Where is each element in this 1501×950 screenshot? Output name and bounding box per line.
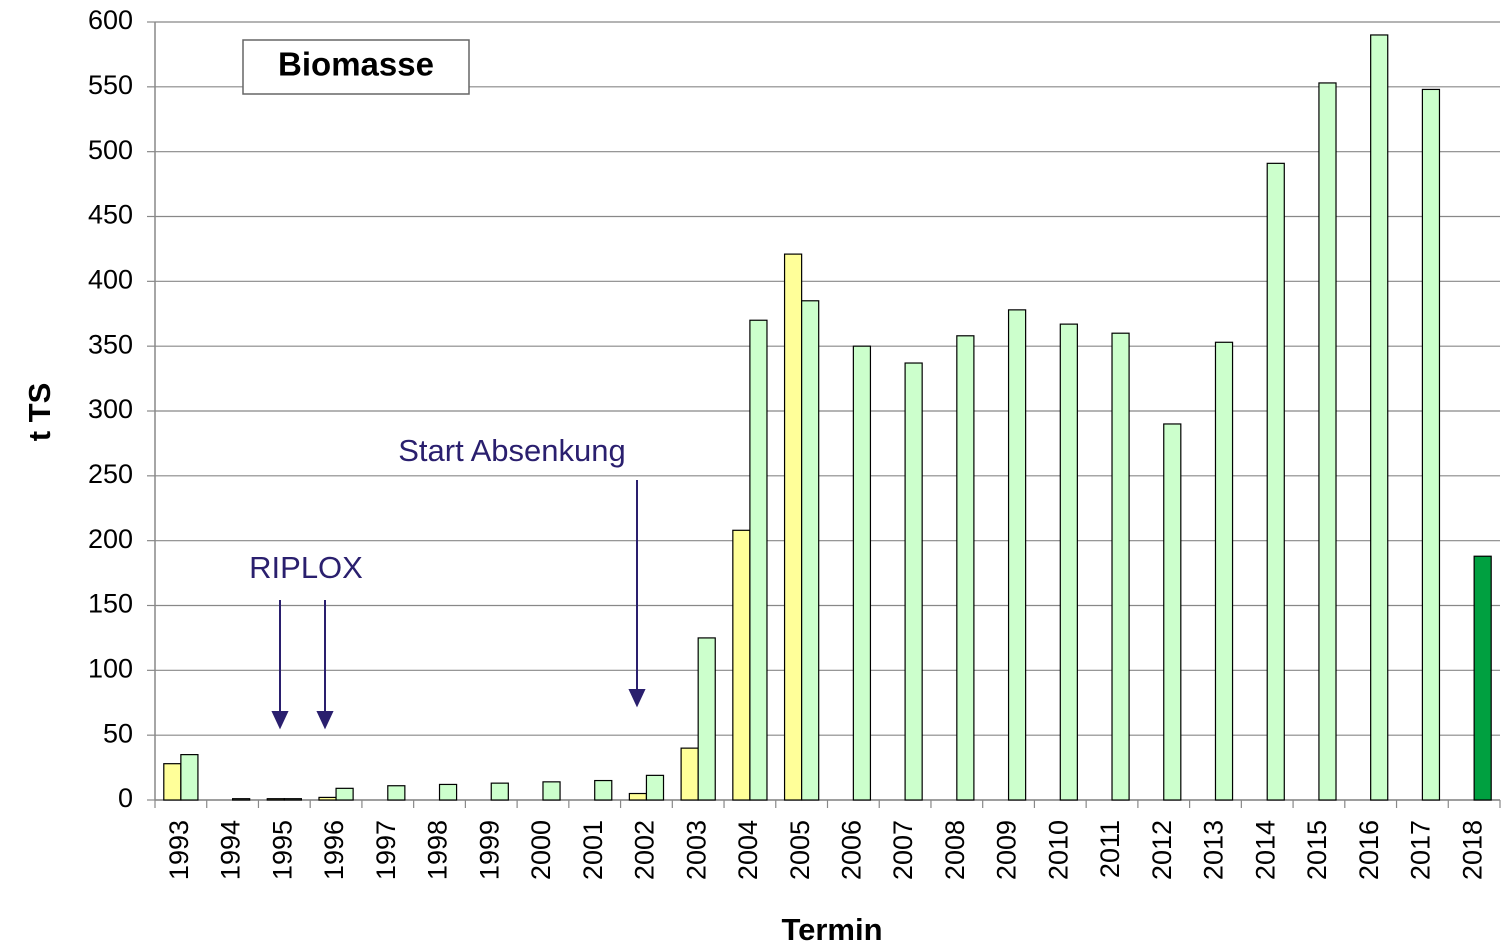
bar xyxy=(542,781,561,801)
arrows xyxy=(271,480,646,730)
x-tick-label: 2005 xyxy=(785,820,815,880)
bar xyxy=(1266,162,1285,801)
arrow-head xyxy=(316,711,334,730)
y-tick-label: 450 xyxy=(88,200,133,230)
bar xyxy=(956,335,975,801)
x-tick-label: 1996 xyxy=(319,820,349,880)
y-tick-label: 550 xyxy=(88,70,133,100)
y-tick-label: 350 xyxy=(88,329,133,359)
y-tick-label: 0 xyxy=(118,783,133,813)
x-tick-label: 2000 xyxy=(526,820,556,880)
arrow-head xyxy=(271,711,289,730)
x-tick-label: 2001 xyxy=(578,820,608,880)
bar xyxy=(783,253,803,801)
bar xyxy=(904,362,923,801)
x-tick-label: 2017 xyxy=(1406,820,1436,880)
chart-title: Biomasse xyxy=(278,46,434,83)
x-tick-label: 2012 xyxy=(1147,820,1177,880)
bar xyxy=(1370,34,1389,801)
bar xyxy=(318,796,337,801)
title-box xyxy=(242,39,470,95)
x-tick-label: 1993 xyxy=(164,820,194,880)
x-tick-label: 2004 xyxy=(733,820,763,880)
bar xyxy=(438,783,458,801)
x-tick-label: 2002 xyxy=(630,820,660,880)
x-tick-label: 1994 xyxy=(216,820,246,880)
x-tick-label: 2006 xyxy=(836,820,866,880)
y-tick-label: 100 xyxy=(88,653,133,683)
x-tick-label: 2018 xyxy=(1457,820,1487,880)
x-tick-label: 2010 xyxy=(1043,820,1073,880)
bar xyxy=(490,782,509,801)
y-axis-label: t TS xyxy=(22,383,57,442)
bar xyxy=(1111,332,1130,801)
bar xyxy=(1214,341,1234,801)
y-tick-label: 600 xyxy=(88,5,133,35)
bar xyxy=(680,747,699,801)
bar xyxy=(1473,555,1492,801)
x-tick-label: 2015 xyxy=(1302,820,1332,880)
annotation: Start Absenkung xyxy=(398,433,626,468)
x-tick-label: 2016 xyxy=(1354,820,1384,880)
bar xyxy=(283,798,302,801)
bars xyxy=(163,34,1492,801)
x-tick-label: 2007 xyxy=(888,820,918,880)
bar xyxy=(732,529,751,801)
bar xyxy=(1318,82,1337,801)
x-axis-label: Termin xyxy=(781,912,882,947)
y-tick-label: 400 xyxy=(88,264,133,294)
y-tick-label: 500 xyxy=(88,135,133,165)
y-tick-label: 250 xyxy=(88,459,133,489)
bar xyxy=(852,345,872,801)
y-tick-label: 300 xyxy=(88,394,133,424)
x-tick-label: 2008 xyxy=(940,820,970,880)
annotation: RIPLOX xyxy=(249,550,363,585)
bar xyxy=(1163,423,1182,801)
bar xyxy=(180,754,199,801)
x-tick-label: 2009 xyxy=(992,820,1022,880)
x-tick-label: 2013 xyxy=(1199,820,1229,880)
bar xyxy=(801,300,820,801)
y-tick-label: 200 xyxy=(88,524,133,554)
bar xyxy=(749,319,768,801)
x-tick-label: 2003 xyxy=(681,820,711,880)
bar xyxy=(594,779,613,801)
bar xyxy=(387,785,406,801)
bar xyxy=(628,792,648,801)
y-tick-label: 50 xyxy=(103,718,133,748)
bar xyxy=(163,763,182,801)
x-tick-label: 1999 xyxy=(474,820,504,880)
x-tick-label: 1998 xyxy=(423,820,453,880)
x-tick-label: 2014 xyxy=(1250,820,1280,880)
y-tick-label: 150 xyxy=(88,589,133,619)
x-tick-label: 2011 xyxy=(1095,820,1125,878)
x-tick-label: 1995 xyxy=(267,820,297,880)
bar xyxy=(697,637,716,801)
bar xyxy=(1421,88,1441,801)
bar xyxy=(1059,323,1078,801)
bar xyxy=(231,798,251,801)
bar xyxy=(1007,309,1027,801)
bar xyxy=(645,774,665,801)
x-tick-label: 1997 xyxy=(371,820,401,880)
arrow-head xyxy=(628,689,646,708)
bar xyxy=(266,798,285,801)
bar xyxy=(335,787,354,801)
